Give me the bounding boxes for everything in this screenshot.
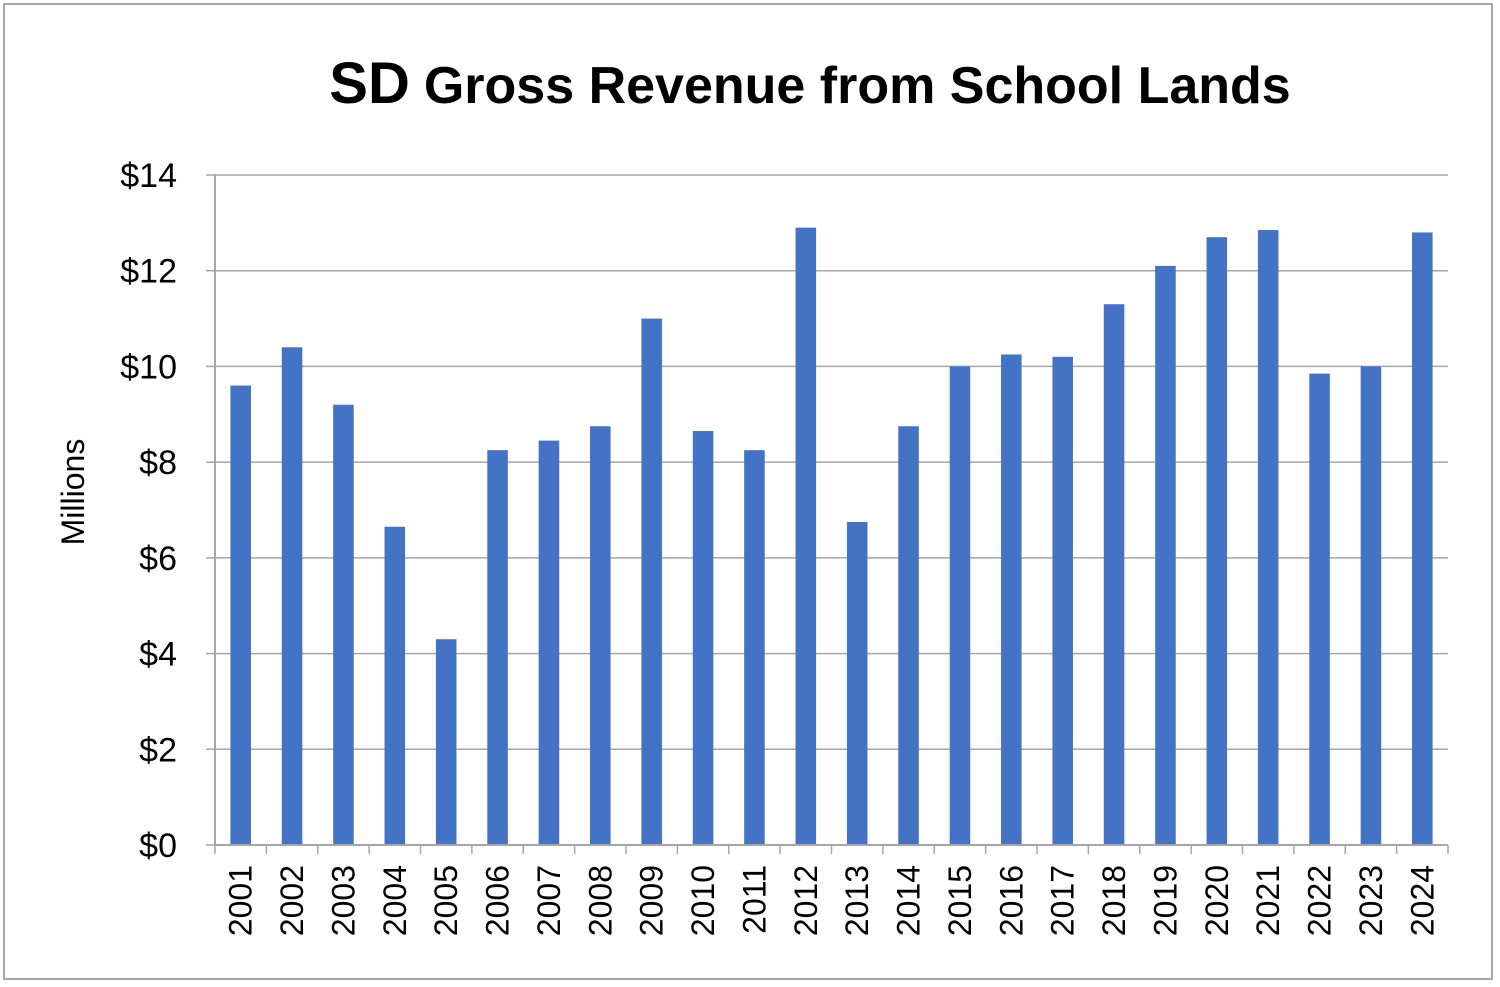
y-tick-label: $8 [139,444,177,482]
bar [230,385,251,845]
x-tick-label: 2008 [582,865,618,936]
x-tick-label: 2011 [736,865,772,934]
x-tick-label: 2016 [993,865,1029,936]
bar [949,366,971,845]
x-tick-label: 2024 [1404,865,1440,936]
bar [1257,230,1279,846]
bar [641,318,662,846]
y-tick-label: $10 [120,348,177,386]
bar [692,431,714,845]
y-tick-label: $0 [139,827,177,865]
bar [435,639,457,845]
x-tick-label: 2018 [1096,865,1132,936]
bar [384,526,406,845]
bar [1001,354,1022,845]
x-tick-label: 2010 [685,865,721,936]
x-tick-label: 2012 [788,865,824,936]
bar [1052,356,1073,845]
chart-title-prefix: SD [329,51,410,116]
chart-title: SD Gross Revenue from School Lands [329,51,1290,116]
x-tick-label: 2006 [480,865,516,936]
x-tick-label: 2004 [377,865,413,936]
x-tick-label: 2022 [1302,865,1338,936]
x-tick-label: 2015 [942,865,978,936]
bar [333,404,354,845]
x-tick-label: 2019 [1147,865,1183,936]
x-tick-label: 2002 [274,865,310,936]
bar [487,450,508,845]
bar [281,347,303,845]
x-tick-label: 2009 [634,865,670,936]
bar [744,450,765,845]
bar [795,227,817,846]
y-tick-label: $6 [139,540,177,578]
bar [1309,373,1330,845]
bars [230,227,1433,846]
bar [846,521,868,845]
x-tick-label: 2007 [531,865,567,936]
x-tick-label: 2003 [325,865,361,936]
bar [1206,237,1228,845]
x-tick-label: 2023 [1353,865,1389,936]
bar [1360,366,1382,845]
x-tick-label: 2020 [1199,865,1235,936]
y-tick-label: $4 [139,636,177,674]
x-tick-label: 2001 [223,865,259,936]
x-tick-labels: 2001 2002 2003 2004 2005 2006 2007 2008 2009 2010… [223,865,1441,936]
x-tick-label: 2017 [1045,865,1081,936]
x-tick-label: 2014 [891,865,927,936]
bar [590,426,611,845]
chart-title-rest: Gross Revenue from School Lands [424,57,1291,115]
y-axis-label: Millions [55,439,91,546]
y-tick-label: $2 [139,731,177,769]
bar [1412,232,1433,845]
bar [538,440,560,845]
gridlines [206,174,1448,846]
x-tick-label: 2005 [428,865,464,936]
axes [214,175,1449,854]
y-tick-labels: $0 $2 $4 $6 $8 $10 $12 $14 [120,157,177,865]
bar [898,426,919,845]
x-tick-label: 2013 [839,865,875,936]
bar [1103,304,1125,845]
bar [1155,265,1176,845]
x-tick-label: 2021 [1250,865,1286,936]
y-tick-label: $14 [120,157,177,195]
y-tick-label: $12 [120,253,177,291]
